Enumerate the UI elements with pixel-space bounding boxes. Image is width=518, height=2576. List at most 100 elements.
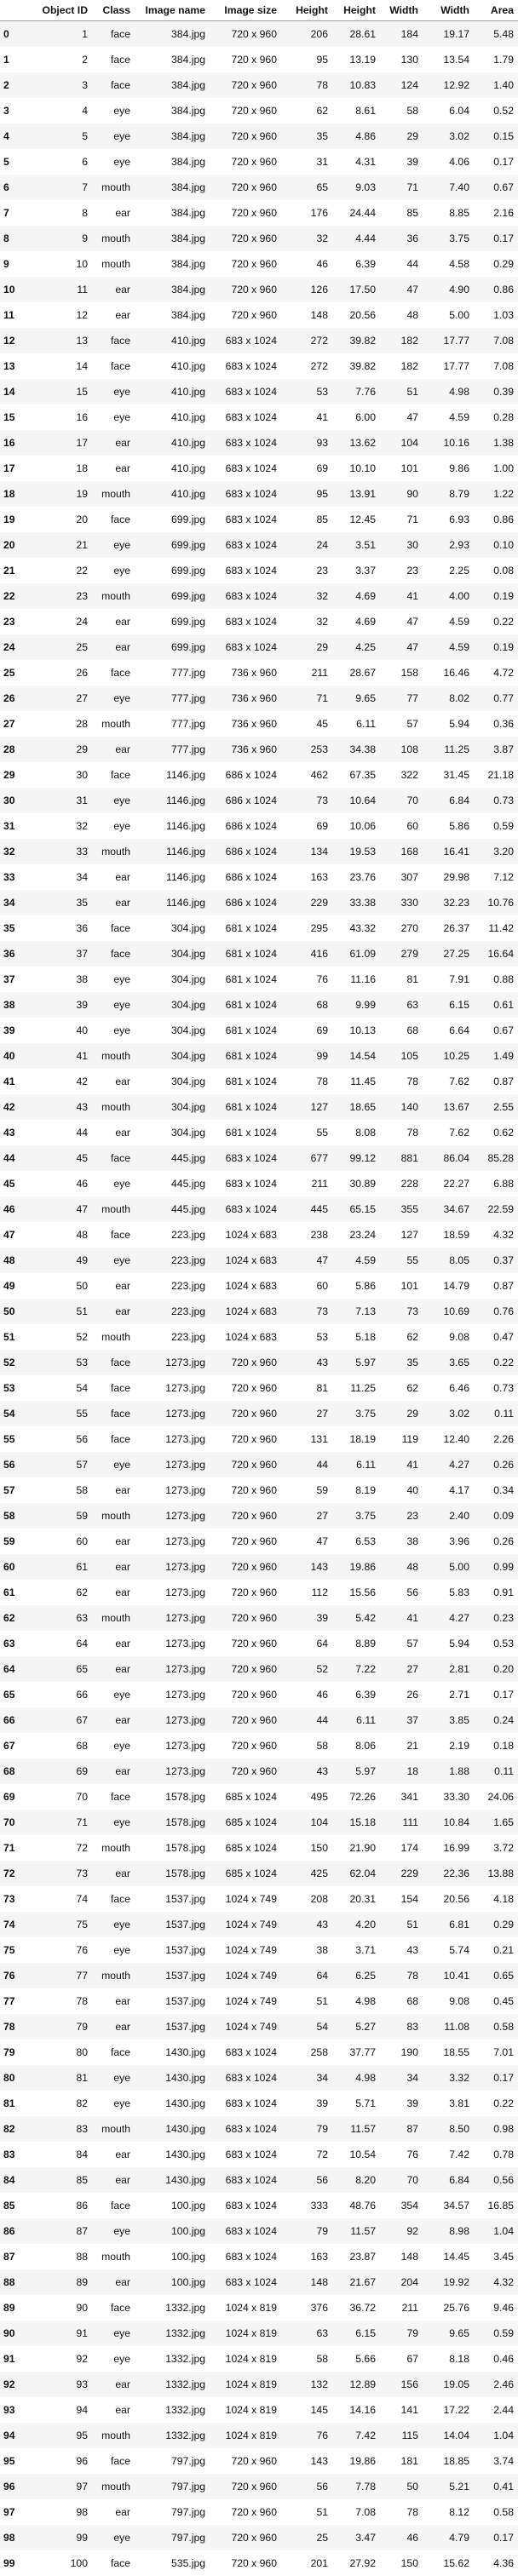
- table-cell: 25: [34, 634, 92, 660]
- table-cell: 57: [380, 711, 423, 737]
- table-cell: 3.74: [474, 2448, 518, 2474]
- table-cell: ear: [92, 1529, 135, 1554]
- table-cell: ear: [92, 1273, 135, 1299]
- table-cell: 736 x 960: [210, 660, 281, 686]
- row-index: 67: [0, 1733, 34, 1758]
- table-cell: 3.20: [474, 839, 518, 864]
- table-cell: 44: [281, 1452, 332, 1477]
- table-cell: 1578.jpg: [135, 1861, 210, 1886]
- column-header: Class: [92, 0, 135, 21]
- table-cell: 1430.jpg: [135, 2116, 210, 2142]
- table-cell: 1146.jpg: [135, 788, 210, 813]
- table-cell: 7: [34, 175, 92, 200]
- row-index: 94: [0, 2423, 34, 2448]
- table-cell: 1024 x 819: [210, 2397, 281, 2423]
- table-cell: 0.56: [474, 2167, 518, 2193]
- table-cell: eye: [92, 558, 135, 583]
- table-cell: 69: [281, 813, 332, 839]
- table-cell: 21: [34, 532, 92, 558]
- table-cell: 720 x 960: [210, 200, 281, 226]
- table-cell: 1024 x 749: [210, 1963, 281, 1988]
- table-cell: 223.jpg: [135, 1248, 210, 1273]
- table-cell: 6.04: [423, 98, 474, 123]
- row-index: 51: [0, 1324, 34, 1350]
- table-cell: 69: [281, 1018, 332, 1043]
- row-index: 52: [0, 1350, 34, 1375]
- table-cell: mouth: [92, 2474, 135, 2499]
- table-cell: 384.jpg: [135, 277, 210, 302]
- table-cell: 0.15: [474, 123, 518, 149]
- table-cell: 60: [34, 1529, 92, 1554]
- table-cell: 9.46: [474, 2295, 518, 2321]
- table-cell: eye: [92, 98, 135, 123]
- table-cell: 29.98: [423, 864, 474, 890]
- row-index: 4: [0, 123, 34, 149]
- table-cell: eye: [92, 1018, 135, 1043]
- table-cell: 223.jpg: [135, 1299, 210, 1324]
- table-cell: 1024 x 683: [210, 1248, 281, 1273]
- table-cell: 72: [34, 1835, 92, 1861]
- row-index: 56: [0, 1452, 34, 1477]
- table-cell: 148: [281, 302, 332, 328]
- table-cell: 18.55: [423, 2040, 474, 2065]
- table-cell: ear: [92, 1758, 135, 1784]
- table-cell: 0.87: [474, 1273, 518, 1299]
- table-cell: 51: [34, 1299, 92, 1324]
- table-cell: 47: [281, 1529, 332, 1554]
- table-cell: face: [92, 2193, 135, 2218]
- table-cell: 0.86: [474, 277, 518, 302]
- table-cell: 1273.jpg: [135, 1375, 210, 1401]
- table-cell: 279: [380, 941, 423, 967]
- table-cell: 341: [380, 1784, 423, 1810]
- table-cell: 4.32: [474, 2269, 518, 2295]
- table-cell: 258: [281, 2040, 332, 2065]
- table-cell: 163: [281, 864, 332, 890]
- table-cell: 720 x 960: [210, 123, 281, 149]
- table-cell: ear: [92, 200, 135, 226]
- table-cell: 1332.jpg: [135, 2397, 210, 2423]
- table-cell: 3.96: [423, 1529, 474, 1554]
- table-cell: 0.41: [474, 2474, 518, 2499]
- table-cell: 3.71: [332, 1937, 380, 1963]
- row-index: 60: [0, 1554, 34, 1580]
- table-cell: 33.30: [423, 1784, 474, 1810]
- table-cell: 32: [34, 813, 92, 839]
- row-index: 79: [0, 2040, 34, 2065]
- table-cell: 720 x 960: [210, 2499, 281, 2525]
- table-cell: 0.65: [474, 1963, 518, 1988]
- table-cell: 148: [281, 2269, 332, 2295]
- table-cell: 797.jpg: [135, 2499, 210, 2525]
- row-index: 39: [0, 1018, 34, 1043]
- table-cell: 81: [281, 1375, 332, 1401]
- table-cell: 23: [281, 558, 332, 583]
- table-cell: 99.12: [332, 1145, 380, 1171]
- table-cell: 87: [380, 2116, 423, 2142]
- table-cell: 1146.jpg: [135, 813, 210, 839]
- table-cell: 72.26: [332, 1784, 380, 1810]
- row-index: 93: [0, 2397, 34, 2423]
- table-cell: 3.72: [474, 1835, 518, 1861]
- table-cell: 48: [380, 1554, 423, 1580]
- table-cell: 720 x 960: [210, 1452, 281, 1477]
- table-cell: 23: [380, 1503, 423, 1529]
- table-cell: mouth: [92, 1043, 135, 1069]
- table-cell: 83: [380, 2014, 423, 2040]
- table-cell: 56: [380, 1580, 423, 1605]
- table-cell: 0.37: [474, 1248, 518, 1273]
- table-cell: 0.29: [474, 1912, 518, 1937]
- table-cell: 112: [281, 1580, 332, 1605]
- table-cell: 1430.jpg: [135, 2091, 210, 2116]
- table-cell: 5.18: [332, 1324, 380, 1350]
- table-cell: 41: [281, 404, 332, 430]
- table-cell: 32: [281, 583, 332, 609]
- table-cell: 10.76: [474, 890, 518, 915]
- row-index: 95: [0, 2448, 34, 2474]
- table-cell: 14.04: [423, 2423, 474, 2448]
- table-cell: 29: [380, 123, 423, 149]
